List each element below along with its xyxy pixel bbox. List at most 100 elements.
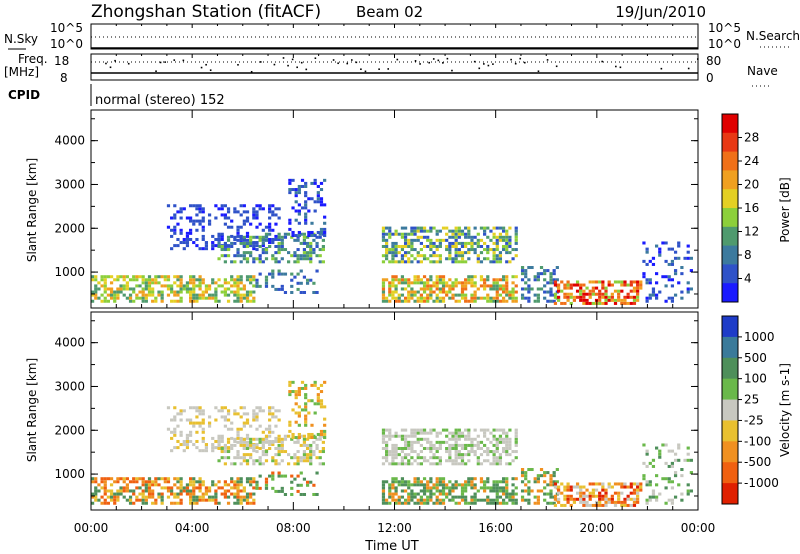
power-data-cell <box>454 254 458 258</box>
velocity-data-cell <box>394 450 398 454</box>
power-data-cell <box>400 275 405 279</box>
velocity-data-cell <box>217 409 221 413</box>
velocity-data-cell <box>617 500 621 504</box>
velocity-data-cell <box>400 480 405 484</box>
velocity-data-cell <box>492 453 496 457</box>
power-data-cell <box>648 296 652 300</box>
velocity-data-cell <box>407 443 411 447</box>
power-data-cell <box>508 293 512 297</box>
velocity-data-cell <box>549 501 553 505</box>
velocity-data-cell <box>264 434 269 438</box>
power-data-cell <box>151 290 155 294</box>
power-data-cell <box>479 238 484 242</box>
velocity-data-cell <box>514 492 518 496</box>
nsky-tick-bottom: 10^0 <box>50 37 83 51</box>
power-data-cell <box>636 280 640 284</box>
velocity-data-cell <box>438 456 442 460</box>
velocity-data-cell <box>636 482 640 486</box>
nave-label: Nave <box>747 64 778 78</box>
velocity-data-cell <box>313 411 317 415</box>
power-data-cell <box>448 278 452 282</box>
power-data-cell <box>464 260 468 264</box>
velocity-data-cell <box>514 450 518 454</box>
power-data-cell <box>604 289 608 293</box>
power-data-cell <box>271 257 275 261</box>
velocity-data-cell <box>686 483 690 487</box>
power-data-cell <box>410 244 414 248</box>
power-data-cell <box>189 204 193 208</box>
velocity-data-cell <box>182 443 186 447</box>
power-data-cell <box>211 234 215 238</box>
velocity-data-cell <box>400 446 405 450</box>
velocity-data-cell <box>441 440 446 444</box>
power-data-cell <box>192 241 196 245</box>
velocity-data-cell <box>304 408 308 412</box>
power-data-cell <box>236 234 240 238</box>
power-data-cell <box>645 296 649 300</box>
power-data-cell <box>445 244 449 248</box>
power-data-cell <box>204 296 209 300</box>
velocity-data-cell <box>636 494 640 498</box>
velocity-data-cell <box>249 480 253 484</box>
velocity-data-cell <box>261 446 265 450</box>
velocity-data-cell <box>454 437 458 441</box>
power-data-cell <box>473 299 477 303</box>
velocity-data-cell <box>492 498 496 502</box>
power-data-cell <box>217 278 221 282</box>
velocity-data-cell <box>195 498 199 502</box>
velocity-data-cell <box>388 431 392 435</box>
velocity-data-cell <box>144 483 148 487</box>
power-data-cell <box>549 290 553 294</box>
power-data-cell <box>309 244 313 248</box>
power-data-cell <box>407 296 411 300</box>
velocity-data-cell <box>217 501 221 505</box>
power-data-cell <box>198 284 202 288</box>
power-data-cell <box>473 241 477 245</box>
power-data-cell <box>673 250 678 254</box>
velocity-data-cell <box>492 489 496 493</box>
power-data-cell <box>294 209 298 213</box>
power-data-cell <box>479 244 484 248</box>
velocity-data-cell <box>598 482 602 486</box>
velocity-data-cell <box>274 462 278 466</box>
power-data-cell <box>505 281 509 285</box>
power-data-cell <box>397 278 401 282</box>
power-data-cell <box>236 248 240 252</box>
power-data-cell <box>508 260 512 264</box>
power-data-cell <box>220 254 224 258</box>
velocity-data-cell <box>323 423 327 427</box>
velocity-data-cell <box>413 440 417 444</box>
power-data-cell <box>198 219 202 223</box>
velocity-data-cell <box>598 494 602 498</box>
velocity-data-cell <box>457 443 461 447</box>
power-data-cell <box>400 293 405 297</box>
velocity-data-cell <box>604 488 608 492</box>
power-data-cell <box>283 235 288 239</box>
power-data-cell <box>277 241 281 245</box>
velocity-data-cell <box>426 446 430 450</box>
velocity-y-tick-label: 1000 <box>54 467 85 481</box>
velocity-data-cell <box>252 412 256 416</box>
power-data-cell <box>495 299 499 303</box>
velocity-data-cell <box>527 486 531 490</box>
power-data-cell <box>160 284 164 288</box>
power-data-cell <box>319 200 324 204</box>
velocity-data-cell <box>467 450 471 454</box>
freq-trace-point <box>114 59 116 62</box>
power-data-cell <box>591 280 595 284</box>
power-data-cell <box>498 235 503 239</box>
velocity-data-cell <box>138 498 142 502</box>
power-data-cell <box>249 299 253 303</box>
power-data-cell <box>109 290 114 294</box>
velocity-data-cell <box>185 492 190 496</box>
velocity-data-cell <box>242 424 246 428</box>
velocity-data-cell <box>144 498 148 502</box>
power-data-cell <box>176 278 180 282</box>
velocity-data-cell <box>274 489 278 493</box>
power-data-cell <box>277 260 281 264</box>
power-data-cell <box>299 254 303 258</box>
velocity-data-cell <box>432 462 436 466</box>
velocity-data-cell <box>381 489 386 493</box>
velocity-data-cell <box>305 480 310 484</box>
power-data-cell <box>144 278 148 282</box>
